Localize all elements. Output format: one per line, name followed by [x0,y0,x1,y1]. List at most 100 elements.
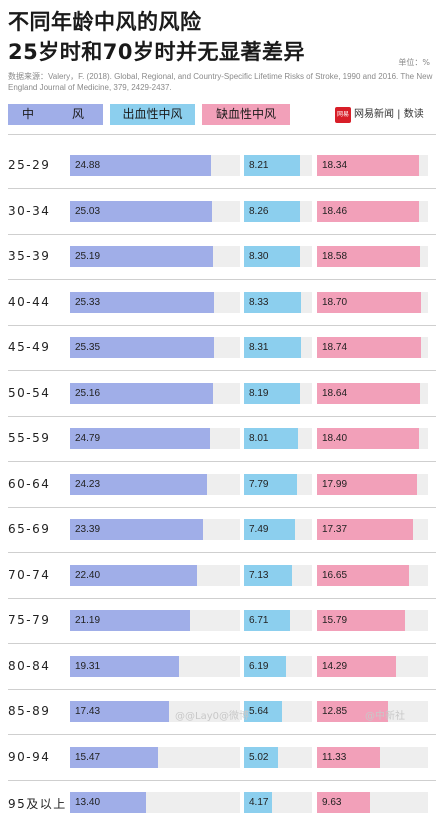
bar [317,337,421,358]
row-divider [8,370,436,371]
row-divider [8,188,436,189]
data-label: 8.26 [249,205,269,217]
data-label: 8.21 [249,160,269,171]
data-label: 7.13 [249,569,269,581]
data-label: 24.88 [75,160,101,171]
unit-label: 单位：% [398,58,430,67]
data-label: 25.33 [75,296,101,308]
bar [70,337,214,358]
watermark-left: @@Lay0@微博 [175,711,249,722]
data-label: 24.23 [75,478,101,490]
data-label: 25.16 [75,387,101,399]
age-group-label: 25-29 [8,158,51,172]
bar [244,655,287,677]
bar [244,337,301,358]
row-divider [8,734,436,735]
data-label: 25.03 [75,205,101,217]
data-label: 14.29 [322,660,348,672]
bar [244,155,300,176]
age-group-label: 85-89 [8,704,51,718]
data-label: 8.30 [249,251,269,262]
data-label: 17.43 [75,706,101,717]
data-label: 23.39 [75,524,101,535]
data-label: 18.46 [322,205,348,217]
data-label: 15.79 [322,615,348,626]
bar [244,564,293,586]
row-divider [8,552,436,553]
data-label: 7.79 [249,478,269,490]
bar [70,701,169,722]
row-divider [8,506,436,508]
age-group-label: 95及以上 [8,797,67,811]
bar [244,519,295,540]
data-label: 8.19 [249,387,269,399]
bar [70,610,191,631]
age-group-label: 40-44 [8,294,51,309]
age-group-label: 80-84 [8,658,51,673]
row-divider [8,324,436,326]
row-divider [8,279,436,280]
title-line-1: 不同年龄中风的风险 [8,10,202,34]
age-group-label: 35-39 [8,249,51,263]
age-group-label: 75-79 [8,613,51,627]
age-group-label: 45-49 [8,340,51,354]
header-rule [8,134,436,135]
data-label: 12.85 [322,706,348,717]
legend-hemorrhagic: 出血性中风 [110,104,195,125]
data-label: 8.01 [249,433,269,444]
bar [317,291,421,313]
data-label: 13.40 [75,797,101,808]
data-label: 25.35 [75,342,101,353]
age-group-label: 60-64 [8,476,51,491]
title-line-2: 25岁时和70岁时并无显著差异 [8,40,305,64]
bar [317,200,420,222]
bar [317,246,421,267]
bar [317,610,405,631]
bar [70,519,203,540]
watermark-right: @中新社 [365,711,405,722]
brand-name: 网易新闻 | 数读 [354,109,424,120]
bar [70,246,213,267]
bar [70,428,211,449]
row-divider [8,597,436,599]
bar [70,473,208,495]
bar [70,200,212,222]
bar [70,382,213,404]
bar [244,428,299,449]
data-label: 18.34 [322,160,348,171]
source-note: 数据来源：Valery，F. (2018). Global, Regional,… [8,72,433,92]
netease-logo-icon: 网易 [335,107,351,123]
age-group-label: 50-54 [8,385,51,400]
data-label: 5.64 [249,706,269,717]
data-label: 18.74 [322,342,348,353]
age-group-label: 55-59 [8,431,51,445]
bar [244,382,300,404]
row-divider [8,233,436,235]
bar [244,200,301,222]
data-label: 17.99 [322,478,348,490]
data-label: 15.47 [75,751,101,763]
data-label: 18.58 [322,251,348,262]
data-label: 22.40 [75,569,101,581]
bar [244,291,301,313]
data-label: 18.40 [322,433,348,444]
age-group-label: 90-94 [8,749,51,764]
data-label: 8.33 [249,296,269,308]
row-divider [8,461,436,462]
bar [317,382,421,404]
bar [317,428,420,449]
bar [244,473,297,495]
data-label: 17.37 [322,524,348,535]
legend-stroke-label-b: 风 [72,107,85,121]
bar [70,655,180,677]
data-label: 19.31 [75,660,101,672]
bar [317,519,414,540]
data-label: 6.19 [249,660,269,672]
data-label: 24.79 [75,433,101,444]
age-group-label: 65-69 [8,522,51,536]
bar [317,155,419,176]
data-label: 5.02 [249,751,269,763]
data-label: 6.71 [249,615,269,626]
bar [70,155,211,176]
data-label: 11.33 [322,751,347,763]
